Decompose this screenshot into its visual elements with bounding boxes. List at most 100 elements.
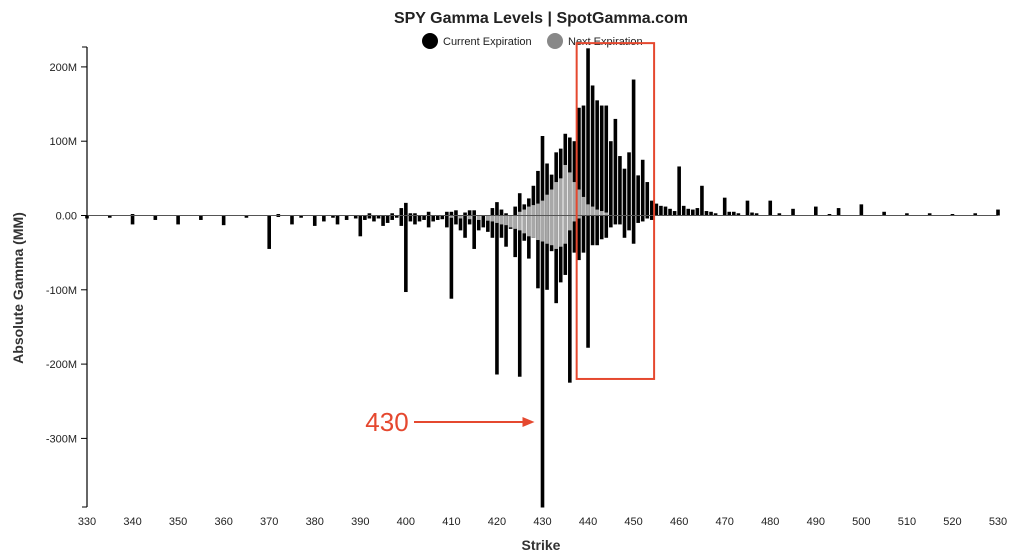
bar: [640, 159, 645, 216]
bar: [599, 215, 604, 240]
bar: [704, 211, 709, 216]
bar: [905, 213, 909, 216]
bar: [636, 175, 640, 216]
bar: [554, 182, 558, 216]
highlight-box: [575, 42, 656, 380]
bar: [654, 203, 659, 216]
bar: [590, 215, 595, 246]
bar: [996, 209, 1000, 216]
bar: [413, 213, 417, 216]
bar: [581, 215, 586, 253]
bar: [176, 215, 180, 225]
bar: [545, 215, 549, 244]
bar: [531, 185, 536, 216]
bar: [440, 215, 445, 220]
bar: [299, 215, 303, 218]
bar: [613, 215, 618, 225]
bar: [859, 204, 864, 216]
bar: [408, 215, 413, 222]
bar: [568, 172, 572, 216]
bar: [399, 215, 404, 226]
bar: [499, 215, 504, 225]
x-tick-label: 510: [898, 516, 916, 528]
bar: [631, 79, 636, 216]
x-tick-label: 390: [351, 516, 369, 528]
bar: [536, 215, 540, 289]
bar: [695, 208, 700, 216]
bar: [376, 215, 381, 219]
bar: [531, 205, 536, 216]
bar: [372, 215, 376, 222]
bar: [650, 215, 654, 220]
bar: [681, 205, 686, 216]
bar: [668, 208, 672, 216]
y-tick-label: -100M: [46, 285, 77, 297]
bar: [454, 215, 458, 225]
bar: [390, 213, 394, 216]
bar: [604, 105, 609, 216]
axes: 200M 100M 0.00 -100M -200M -300M 330 340 350 360 3…: [46, 46, 1007, 528]
bar: [499, 209, 504, 216]
bar: [130, 215, 135, 225]
bar: [627, 152, 631, 216]
bar: [659, 205, 663, 216]
y-tick-label: 100M: [49, 136, 77, 148]
legend-marker-current: [422, 33, 438, 49]
plot-area: [85, 48, 1000, 508]
bar: [504, 215, 508, 247]
bar: [709, 211, 713, 216]
bar: [290, 215, 294, 225]
bar: [554, 215, 558, 249]
bar: [814, 206, 818, 216]
bar: [722, 197, 727, 216]
bar: [276, 215, 281, 217]
bar: [130, 214, 135, 216]
bar: [335, 215, 340, 225]
bar: [472, 215, 476, 249]
bar: [563, 215, 568, 275]
bar: [973, 213, 978, 216]
bar: [381, 215, 385, 226]
bar: [754, 213, 759, 216]
bar: [517, 211, 522, 216]
x-tick-label: 460: [670, 516, 688, 528]
bar: [686, 208, 691, 216]
bar: [558, 178, 563, 216]
bar: [458, 215, 463, 231]
bar: [545, 194, 549, 216]
x-tick-label: 350: [169, 516, 187, 528]
bar: [531, 215, 536, 238]
bar: [713, 213, 718, 216]
bar: [836, 208, 841, 216]
x-axis-title: Strike: [522, 537, 561, 553]
legend-label-next: Next Expiration: [568, 36, 643, 48]
bar: [882, 211, 886, 216]
chart-title: SPY Gamma Levels | SpotGamma.com: [394, 10, 688, 27]
bar: [572, 215, 577, 222]
bar: [768, 200, 773, 216]
bar: [513, 215, 517, 258]
bar: [736, 213, 741, 216]
bar: [540, 136, 545, 216]
annotation-arrow-head: [522, 417, 535, 427]
bar: [663, 206, 668, 216]
x-tick-label: 410: [442, 516, 460, 528]
bar: [435, 215, 440, 220]
bar: [344, 215, 349, 220]
bar: [609, 215, 613, 228]
bar: [267, 215, 271, 249]
bar: [312, 215, 317, 226]
bar: [417, 215, 422, 222]
bar: [490, 215, 495, 238]
bar: [495, 202, 499, 216]
bar: [599, 211, 604, 216]
bar: [613, 118, 618, 216]
bar: [581, 196, 586, 216]
bar: [527, 206, 531, 216]
bar: [404, 202, 408, 216]
bar: [221, 215, 226, 226]
x-tick-label: 330: [78, 516, 96, 528]
bar: [527, 215, 531, 237]
bar: [568, 215, 572, 231]
